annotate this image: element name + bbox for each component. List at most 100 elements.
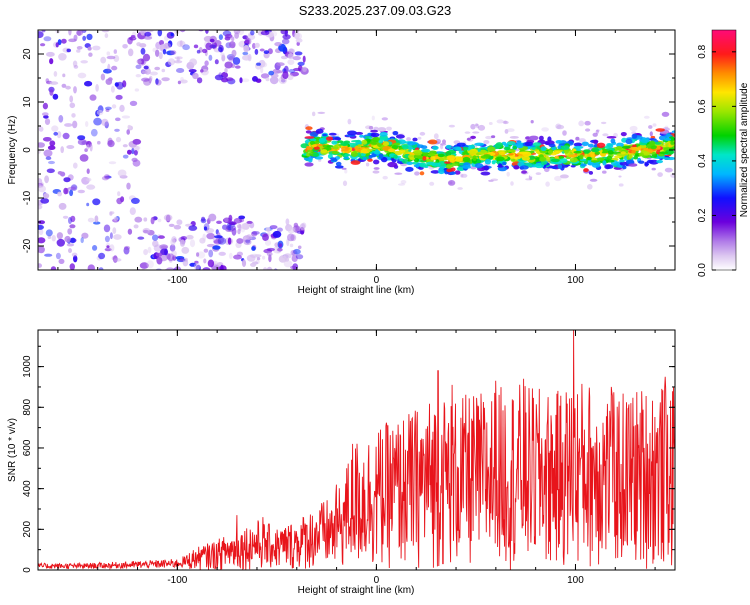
noise-blob	[260, 65, 264, 74]
noise-blob	[68, 248, 72, 254]
noise-blob	[119, 104, 125, 112]
ridge-blob	[615, 146, 623, 150]
noise-blob	[398, 183, 406, 186]
ridge-blob	[370, 138, 381, 142]
noise-blob	[294, 32, 303, 40]
noise-blob	[111, 104, 117, 109]
noise-blob	[123, 246, 130, 255]
noise-blob	[283, 260, 293, 268]
noise-blob	[181, 246, 190, 254]
noise-blob	[61, 38, 67, 44]
ridge-blob	[587, 143, 594, 148]
noise-blob	[196, 49, 201, 54]
noise-blob	[302, 66, 307, 72]
noise-blob	[108, 161, 117, 165]
ridge-blob	[483, 165, 489, 171]
noise-blob	[50, 266, 57, 270]
noise-blob	[664, 125, 669, 129]
noise-blob	[43, 36, 52, 42]
noise-blob	[245, 239, 251, 244]
noise-blob	[649, 131, 653, 137]
ridge-blob	[631, 133, 638, 139]
noise-blob	[584, 120, 591, 126]
ridge-blob	[513, 156, 521, 160]
ridge-blob	[306, 149, 313, 153]
ridge-blob	[313, 146, 320, 150]
noise-blob	[510, 181, 514, 186]
noise-blob	[55, 252, 61, 260]
noise-blob	[341, 167, 347, 170]
noise-blob	[68, 30, 72, 36]
noise-blob	[347, 118, 352, 125]
noise-blob	[106, 245, 110, 249]
noise-blob	[97, 140, 101, 145]
noise-blob	[270, 272, 279, 278]
noise-blob	[56, 131, 62, 139]
ridge-blob	[619, 159, 625, 163]
ridge-blob	[519, 165, 529, 170]
ridge-blob	[474, 142, 485, 146]
ridge-blob	[399, 158, 404, 162]
noise-blob	[278, 255, 287, 263]
noise-blob	[159, 244, 169, 250]
colorbar-tick-label: 0.0	[697, 263, 708, 277]
noise-blob	[105, 108, 110, 113]
y-tick-label: 20	[22, 48, 33, 60]
noise-blob	[52, 93, 59, 100]
ridge-blob	[421, 148, 431, 153]
ridge-blob	[334, 165, 344, 169]
noise-blob	[274, 42, 282, 47]
noise-blob	[287, 233, 295, 242]
noise-blob	[84, 80, 93, 87]
noise-blob	[182, 259, 189, 267]
noise-blob	[287, 74, 294, 81]
noise-blob	[77, 135, 86, 141]
noise-blob	[98, 252, 106, 260]
ridge-blob	[331, 150, 340, 155]
ridge-blob	[563, 149, 569, 154]
ridge-blob	[377, 127, 387, 132]
noise-blob	[241, 78, 250, 83]
noise-blob	[235, 65, 241, 69]
noise-blob	[295, 38, 303, 43]
noise-blob	[142, 271, 147, 277]
noise-blob	[203, 258, 207, 264]
noise-blob	[94, 215, 99, 223]
noise-blob	[280, 55, 288, 60]
noise-blob	[234, 32, 240, 39]
noise-blob	[255, 272, 262, 278]
noise-blob	[121, 115, 131, 119]
noise-blob	[185, 234, 194, 240]
noise-blob	[170, 238, 176, 246]
noise-blob	[281, 38, 290, 45]
ridge-blob	[649, 159, 659, 165]
noise-blob	[254, 254, 262, 258]
noise-blob	[295, 226, 300, 233]
noise-blob	[38, 263, 42, 268]
ridge-blob	[407, 141, 417, 146]
ridge-blob	[638, 160, 645, 164]
noise-blob	[643, 115, 650, 119]
noise-blob	[176, 68, 185, 73]
ridge-blob	[607, 150, 614, 155]
noise-blob	[545, 181, 550, 187]
ridge-blob	[557, 145, 562, 149]
ridge-blob	[632, 144, 637, 148]
noise-blob	[256, 26, 261, 30]
noise-blob	[169, 244, 176, 252]
noise-blob	[233, 254, 242, 260]
noise-blob	[381, 117, 388, 121]
ridge-blob	[540, 146, 547, 152]
noise-blob	[135, 74, 141, 78]
noise-blob	[161, 68, 166, 73]
noise-blob	[71, 252, 78, 257]
ridge-blob	[420, 145, 428, 150]
noise-blob	[64, 235, 71, 243]
noise-blob	[289, 243, 294, 248]
ridge-blob	[413, 150, 423, 156]
ridge-blob	[625, 138, 633, 145]
noise-blob	[56, 232, 64, 240]
ridge-blob	[369, 140, 379, 145]
noise-blob	[116, 81, 124, 90]
